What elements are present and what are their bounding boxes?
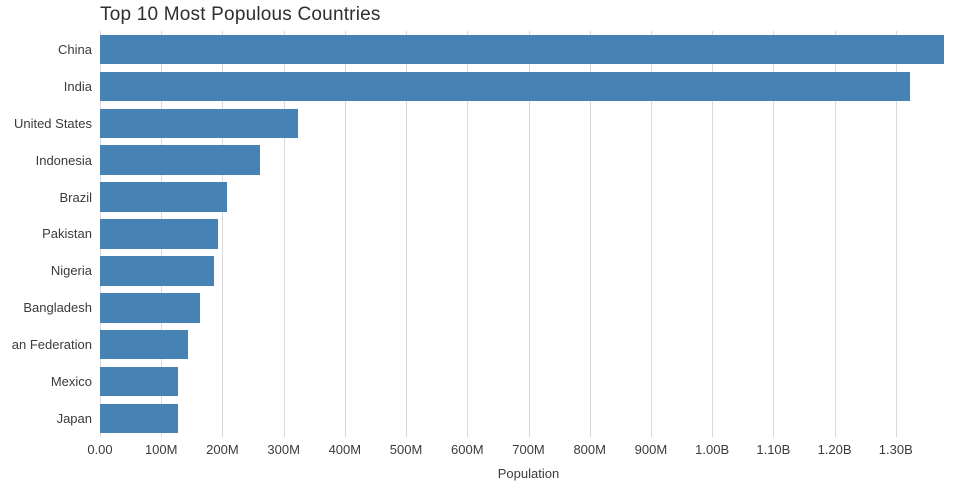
x-tick-label: 1.00B [695, 442, 730, 457]
bar-rows [100, 31, 957, 437]
category-label: an Federation [11, 337, 92, 353]
bar-row [100, 179, 957, 216]
x-tick-label: 0.00 [87, 442, 113, 457]
bar [100, 293, 200, 323]
bar [100, 108, 298, 139]
x-axis-title: Population [497, 466, 560, 481]
bar [100, 366, 178, 397]
category-label: Mexico [50, 374, 92, 390]
x-tick-label: 200M [206, 442, 239, 457]
bar-row [100, 326, 957, 363]
gridline [467, 31, 469, 437]
bar [100, 71, 911, 102]
x-axis-ticks: 0.00 100M 200M 300M 400M 500M 600M 700M 800M 900M… [87, 437, 957, 461]
category-label: Pakistan [42, 226, 92, 242]
gridline [222, 31, 224, 437]
bar [100, 182, 228, 212]
gridline [528, 31, 530, 437]
bar-row [100, 400, 957, 437]
gridline [283, 31, 285, 437]
bar-row [100, 105, 957, 142]
x-tick-label: 600M [451, 442, 484, 457]
category-label: Indonesia [35, 152, 92, 168]
x-tick-label: 100M [144, 442, 178, 457]
gridline [406, 31, 408, 437]
category-label: Bangladesh [23, 300, 92, 316]
bar-row [100, 31, 957, 68]
bar-row [100, 252, 957, 289]
gridline [712, 31, 714, 437]
x-tick-label: 700M [512, 442, 545, 457]
x-tick-label: 1.20B [817, 442, 852, 457]
bar [100, 145, 260, 175]
bar-row [100, 216, 957, 253]
category-label: Brazil [59, 189, 92, 205]
bar-row [100, 289, 957, 326]
bar [100, 329, 189, 360]
plot-area [100, 31, 957, 437]
y-axis-labels: China India United States Indonesia Brazil Pa… [0, 31, 92, 437]
bar-row [100, 142, 957, 179]
category-label: Japan [56, 411, 92, 427]
gridline [773, 31, 775, 437]
x-tick-label: 1.30B [878, 442, 913, 457]
gridline [344, 31, 346, 437]
x-tick-label: 400M [328, 442, 362, 457]
x-tick-label: 300M [267, 442, 300, 457]
chart-title: Top 10 Most Populous Countries [100, 4, 381, 25]
gridline [589, 31, 591, 437]
gridline [895, 31, 897, 437]
bar-row [100, 68, 957, 105]
gridlines [100, 31, 957, 437]
bar [100, 219, 219, 249]
bar [100, 34, 945, 65]
gridline [834, 31, 836, 437]
x-tick-label: 800M [573, 442, 606, 457]
bar [100, 403, 178, 434]
bar [100, 256, 214, 286]
category-label: India [63, 78, 92, 94]
x-tick-label: 900M [634, 442, 668, 457]
x-tick-label: 500M [389, 442, 423, 457]
category-label: United States [13, 115, 92, 131]
gridline [650, 31, 652, 437]
category-label: Nigeria [50, 263, 92, 279]
x-tick-label: 1.10B [756, 442, 791, 457]
category-label: China [58, 41, 92, 57]
bar-row [100, 363, 957, 400]
